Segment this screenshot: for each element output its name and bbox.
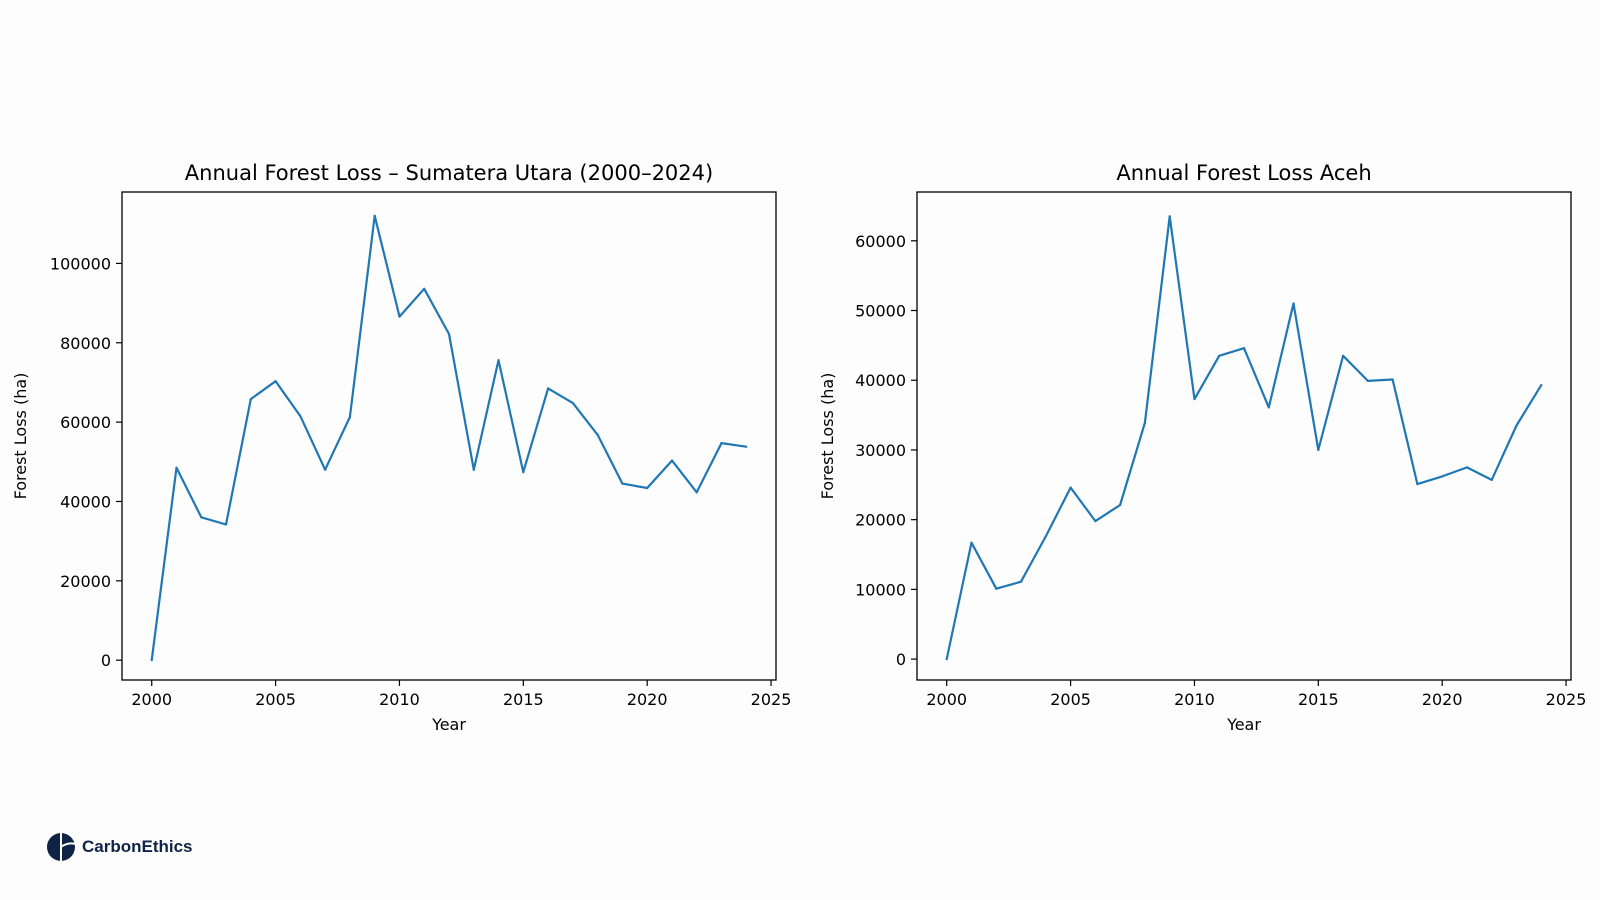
sumatera-y-tick-label: 100000	[50, 254, 111, 273]
aceh-x-tick-label: 2025	[1546, 690, 1587, 709]
aceh-plot-frame	[916, 191, 1572, 681]
sumatera-y-tick-label: 80000	[60, 334, 111, 353]
aceh-data-point	[1242, 347, 1246, 350]
aceh-data-point	[945, 657, 948, 661]
aceh-data-point	[995, 587, 998, 590]
sumatera-x-tick-label: 2010	[379, 690, 420, 709]
aceh-data-point	[1168, 215, 1171, 218]
sumatera-data-point	[398, 315, 401, 318]
aceh-y-tick-label: 40000	[855, 371, 906, 390]
sumatera-data-point	[472, 468, 475, 471]
sumatera-data-point	[596, 433, 599, 436]
aceh-data-point	[1465, 466, 1469, 469]
sumatera-x-axis-label: Year	[431, 715, 466, 734]
sumatera-plot-frame	[121, 191, 777, 681]
aceh-x-tick-label: 2000	[926, 690, 967, 709]
aceh-data-point	[1416, 483, 1419, 486]
aceh-data-point	[1317, 448, 1320, 452]
carbonethics-logo-icon	[47, 833, 76, 861]
sumatera-data-point	[497, 359, 500, 362]
aceh-data-point	[1490, 478, 1493, 482]
aceh-x-tick-label: 2020	[1422, 690, 1463, 709]
sumatera-data-point	[745, 445, 748, 448]
aceh-data-point	[1019, 580, 1023, 583]
sumatera-data-point	[150, 659, 153, 662]
sumatera-x-tick-label: 2000	[131, 690, 172, 709]
sumatera-data-point	[373, 214, 376, 217]
sumatera-data-point	[670, 459, 674, 462]
aceh-y-tick-label: 0	[896, 650, 906, 669]
aceh-x-tick-label: 2010	[1174, 690, 1215, 709]
aceh-chart-title: Annual Forest Loss Aceh	[1116, 161, 1371, 185]
sumatera-data-point	[447, 332, 451, 336]
aceh-data-point	[1366, 379, 1369, 383]
brand-name: CarbonEthics	[82, 837, 193, 856]
sumatera-data-point	[423, 287, 426, 290]
sumatera-chart-title: Annual Forest Loss – Sumatera Utara (200…	[185, 161, 713, 185]
sumatera-data-point	[175, 466, 178, 469]
aceh-y-tick-label: 50000	[855, 302, 906, 321]
sumatera-data-point	[522, 471, 525, 474]
aceh-data-point	[1267, 406, 1270, 409]
aceh-y-tick-label: 60000	[855, 232, 906, 251]
aceh-data-point	[1143, 421, 1147, 424]
sumatera-y-tick-label: 20000	[60, 572, 111, 591]
sumatera-x-tick-label: 2025	[751, 690, 792, 709]
aceh-data-point	[1341, 354, 1345, 357]
sumatera-y-tick-label: 40000	[60, 492, 111, 511]
aceh-x-tick-label: 2015	[1298, 690, 1339, 709]
sumatera-data-point	[274, 380, 277, 383]
aceh-data-point	[1292, 302, 1295, 305]
aceh-data-point	[1218, 354, 1221, 357]
aceh-data-point	[1069, 486, 1072, 489]
sumatera-data-point	[200, 516, 203, 519]
sumatera-data-point	[324, 468, 327, 471]
aceh-y-tick-label: 30000	[855, 441, 906, 460]
aceh-data-point	[1119, 503, 1122, 507]
aceh-data-point	[1515, 424, 1518, 427]
aceh-y-tick-label: 10000	[855, 580, 906, 599]
sumatera-y-axis-label: Forest Loss (ha)	[11, 373, 30, 500]
aceh-x-tick-label: 2005	[1050, 690, 1091, 709]
sumatera-data-point	[571, 401, 574, 405]
sumatera-x-tick-label: 2015	[503, 690, 544, 709]
aceh-y-tick-label: 20000	[855, 511, 906, 530]
aceh-data-point	[1540, 384, 1543, 387]
sumatera-y-tick-label: 0	[101, 651, 111, 670]
sumatera-data-point	[546, 387, 550, 390]
aceh-y-axis-label: Forest Loss (ha)	[818, 373, 837, 500]
aceh-data-point	[1391, 378, 1394, 381]
brand: CarbonEthics	[46, 832, 193, 862]
aceh-data-point	[1441, 475, 1444, 478]
sumatera-x-tick-label: 2020	[627, 690, 668, 709]
sumatera-y-tick-label: 60000	[60, 413, 111, 432]
sumatera-data-point	[348, 415, 352, 419]
sumatera-x-tick-label: 2005	[255, 690, 296, 709]
sumatera-data-point	[224, 523, 228, 526]
sumatera-data-point	[249, 398, 252, 401]
aceh-data-point	[1094, 519, 1097, 523]
aceh-data-point	[970, 541, 973, 544]
sumatera-data-point	[720, 442, 723, 445]
sumatera-data-point	[621, 482, 624, 485]
aceh-data-point	[1044, 535, 1047, 538]
sumatera-data-point	[646, 486, 649, 490]
aceh-series-line	[945, 215, 1543, 660]
aceh-x-axis-label: Year	[1226, 715, 1261, 734]
sumatera-data-point	[695, 491, 698, 494]
sumatera-data-point	[299, 415, 302, 418]
sumatera-series-line	[150, 214, 747, 661]
aceh-data-point	[1193, 397, 1196, 401]
